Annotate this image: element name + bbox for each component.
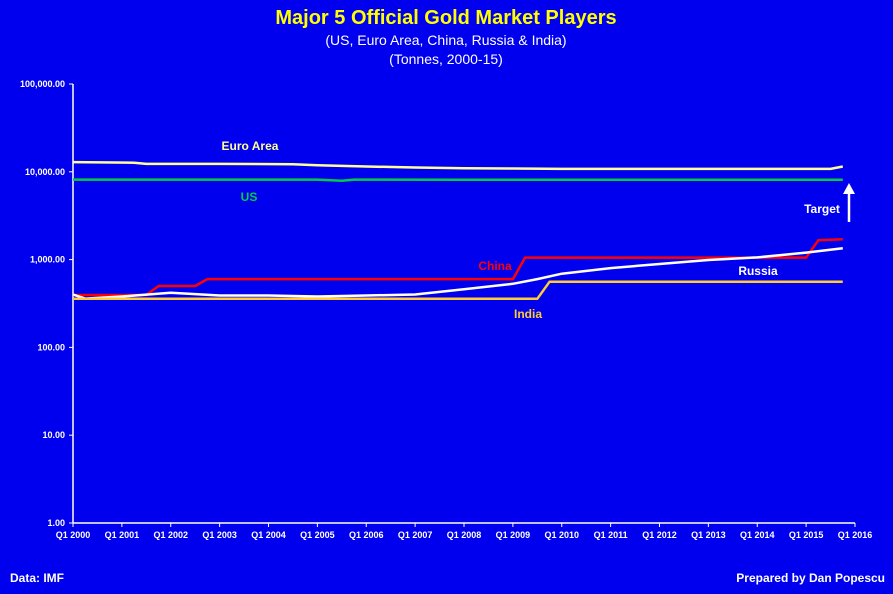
series-label-india: India [514, 307, 542, 321]
x-tick-label: Q1 2004 [251, 530, 286, 540]
series-line-russia [72, 246, 843, 300]
target-label: Target [804, 202, 840, 216]
series-line-china [73, 237, 843, 297]
target-annotation: Target [804, 183, 855, 222]
x-tick-label: Q1 2009 [496, 530, 531, 540]
series-line-euro-area [72, 160, 844, 171]
x-tick-label: Q1 2013 [691, 530, 726, 540]
x-tick-label: Q1 2010 [544, 530, 579, 540]
source-left: Data: IMF [10, 571, 64, 585]
target-arrow-head [843, 183, 855, 194]
y-tick-label: 1,000.00 [30, 255, 65, 265]
chart-title: Major 5 Official Gold Market Players [275, 7, 616, 29]
x-tick-label: Q1 2011 [594, 530, 628, 540]
x-tick-label: Q1 2008 [447, 530, 482, 540]
x-tick-label: Q1 2012 [642, 530, 677, 540]
x-tick-label: Q1 2000 [56, 530, 91, 540]
series-label-china: China [478, 259, 512, 273]
series-label-russia: Russia [738, 264, 778, 278]
plot-series [72, 160, 844, 301]
y-tick-label: 1.00 [47, 518, 65, 528]
x-tick-label: Q1 2002 [153, 530, 188, 540]
series-label-euro-area: Euro Area [222, 139, 279, 153]
x-tick-label: Q1 2006 [349, 530, 384, 540]
series-line-us [73, 178, 843, 183]
series-label-us: US [241, 190, 258, 204]
x-tick-label: Q1 2014 [740, 530, 775, 540]
y-tick-label: 100,000.00 [20, 79, 65, 89]
x-tick-label: Q1 2015 [789, 530, 824, 540]
y-tick-label: 10.00 [42, 430, 65, 440]
chart-subtitle-line1: (US, Euro Area, China, Russia & India) [325, 32, 566, 48]
x-tick-label: Q1 2016 [838, 530, 873, 540]
series-labels: Euro Area US China Russia India [222, 139, 778, 321]
x-tick-label: Q1 2003 [202, 530, 237, 540]
chart-subtitle-line2: (Tonnes, 2000-15) [389, 51, 503, 67]
x-tick-label: Q1 2001 [105, 530, 140, 540]
x-tick-label: Q1 2007 [398, 530, 433, 540]
x-axis: Q1 2000 Q1 2001 Q1 2002 Q1 2003 Q1 2004 Q1 20… [56, 522, 873, 540]
y-tick-label: 10,000.00 [25, 167, 65, 177]
series-line-india [73, 280, 843, 301]
source-right: Prepared by Dan Popescu [736, 571, 885, 585]
y-axis: 1.00 10.00 100.00 1,000.00 10,000.00 100,000.… [20, 79, 74, 528]
x-tick-label: Q1 2005 [300, 530, 335, 540]
y-tick-label: 100.00 [37, 342, 65, 352]
